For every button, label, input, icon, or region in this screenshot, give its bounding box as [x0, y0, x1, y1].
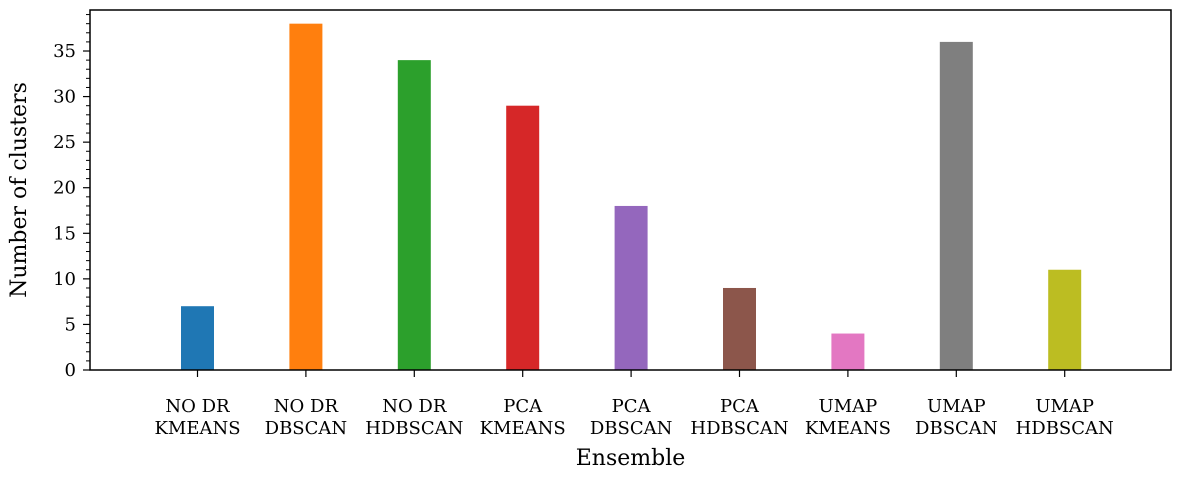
- y-tick-label: 0: [65, 360, 76, 381]
- y-tick-label: 5: [65, 314, 76, 335]
- bar-pca-hdbscan: [723, 287, 756, 370]
- y-axis-label: Number of clusters: [7, 82, 32, 298]
- bar-pca-kmeans: [506, 105, 540, 371]
- bar-no-dr-dbscan: [289, 23, 323, 370]
- bar-umap-dbscan: [939, 41, 973, 370]
- y-tick-label: 10: [53, 269, 76, 290]
- bar-umap-hdbscan: [1048, 269, 1082, 370]
- x-tick-label: PCA HDBSCAN: [690, 396, 788, 439]
- x-tick-label: UMAP HDBSCAN: [1016, 396, 1114, 439]
- plot-frame: [89, 9, 1172, 371]
- bar-no-dr-kmeans: [181, 306, 214, 370]
- x-tick-label: PCA KMEANS: [480, 396, 566, 439]
- x-tick-label: NO DR HDBSCAN: [365, 396, 463, 439]
- x-tick-label: NO DR DBSCAN: [265, 396, 348, 439]
- x-axis-label: Ensemble: [576, 446, 686, 471]
- y-tick-label: 30: [53, 87, 76, 108]
- x-tick-label: UMAP KMEANS: [805, 396, 891, 439]
- y-tick-label: 35: [53, 41, 76, 62]
- y-tick-label: 25: [53, 132, 76, 153]
- y-tick-label: 15: [53, 223, 76, 244]
- x-axis-ticks: NO DR KMEANS NO DR DBSCAN NO DR HDBSCAN PCA KME…: [154, 370, 1114, 439]
- y-axis-ticks: 0 5 10 15 20 25 30 35: [53, 14, 90, 381]
- bar-umap-kmeans: [831, 333, 865, 370]
- bar-pca-dbscan: [614, 205, 648, 370]
- x-tick-label: PCA DBSCAN: [590, 396, 673, 439]
- y-tick-label: 20: [53, 178, 76, 199]
- bars-group: [181, 23, 1082, 371]
- x-tick-label: NO DR KMEANS: [154, 396, 240, 439]
- bar-no-dr-hdbscan: [397, 60, 431, 370]
- x-tick-label: UMAP DBSCAN: [915, 396, 998, 439]
